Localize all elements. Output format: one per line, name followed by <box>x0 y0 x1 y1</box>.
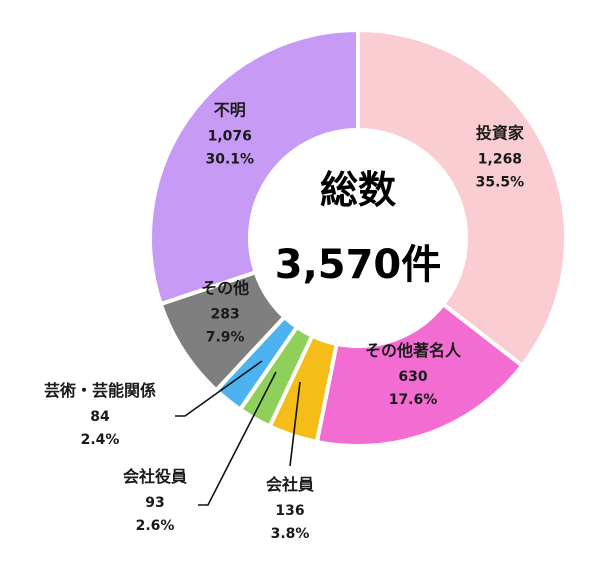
slice-label-percent-2: 17.6% <box>389 392 438 408</box>
slice-label-name-5: 芸術・芸能関係 <box>44 381 156 400</box>
slice-7 <box>148 27 360 307</box>
slice-label-percent-4: 2.6% <box>136 518 175 534</box>
leader-line-4 <box>198 371 277 506</box>
center-total: 3,570件 <box>275 242 442 288</box>
slice-label-value-1: 1,268 <box>478 152 522 168</box>
slice-label-percent-6: 7.9% <box>206 330 245 346</box>
slice-label-name-2: その他著名人 <box>365 341 462 360</box>
slice-label-value-3: 136 <box>275 503 304 519</box>
slice-label-percent-7: 30.1% <box>205 152 254 168</box>
slice-label-value-4: 93 <box>145 495 164 511</box>
leader-line-5 <box>175 360 263 417</box>
slice-label-name-1: 投資家 <box>476 124 525 143</box>
center-title: 総数 <box>320 168 396 212</box>
slice-label-name-4: 会社役員 <box>123 467 187 486</box>
slice-label-value-7: 1,076 <box>208 129 252 145</box>
slice-label-value-6: 283 <box>211 307 240 323</box>
slice-label-name-6: その他 <box>201 279 249 298</box>
slice-1 <box>356 27 568 369</box>
slice-label-percent-1: 35.5% <box>476 175 525 191</box>
labels-group: 投資家 1,268 35.5% その他著名人 630 17.6% 会社員 136 3.8% 会社役… <box>44 101 525 542</box>
slice-label-name-3: 会社員 <box>266 475 314 494</box>
slices-group <box>148 27 568 448</box>
leader-line-3 <box>289 381 301 467</box>
slice-label-percent-5: 2.4% <box>81 432 120 448</box>
leader-lines-group <box>175 360 301 506</box>
slice-2 <box>314 301 526 448</box>
slice-label-percent-3: 3.8% <box>271 526 310 542</box>
slice-label-name-7: 不明 <box>214 101 246 120</box>
slice-label-value-5: 84 <box>90 409 110 425</box>
slice-label-value-2: 630 <box>398 369 427 385</box>
